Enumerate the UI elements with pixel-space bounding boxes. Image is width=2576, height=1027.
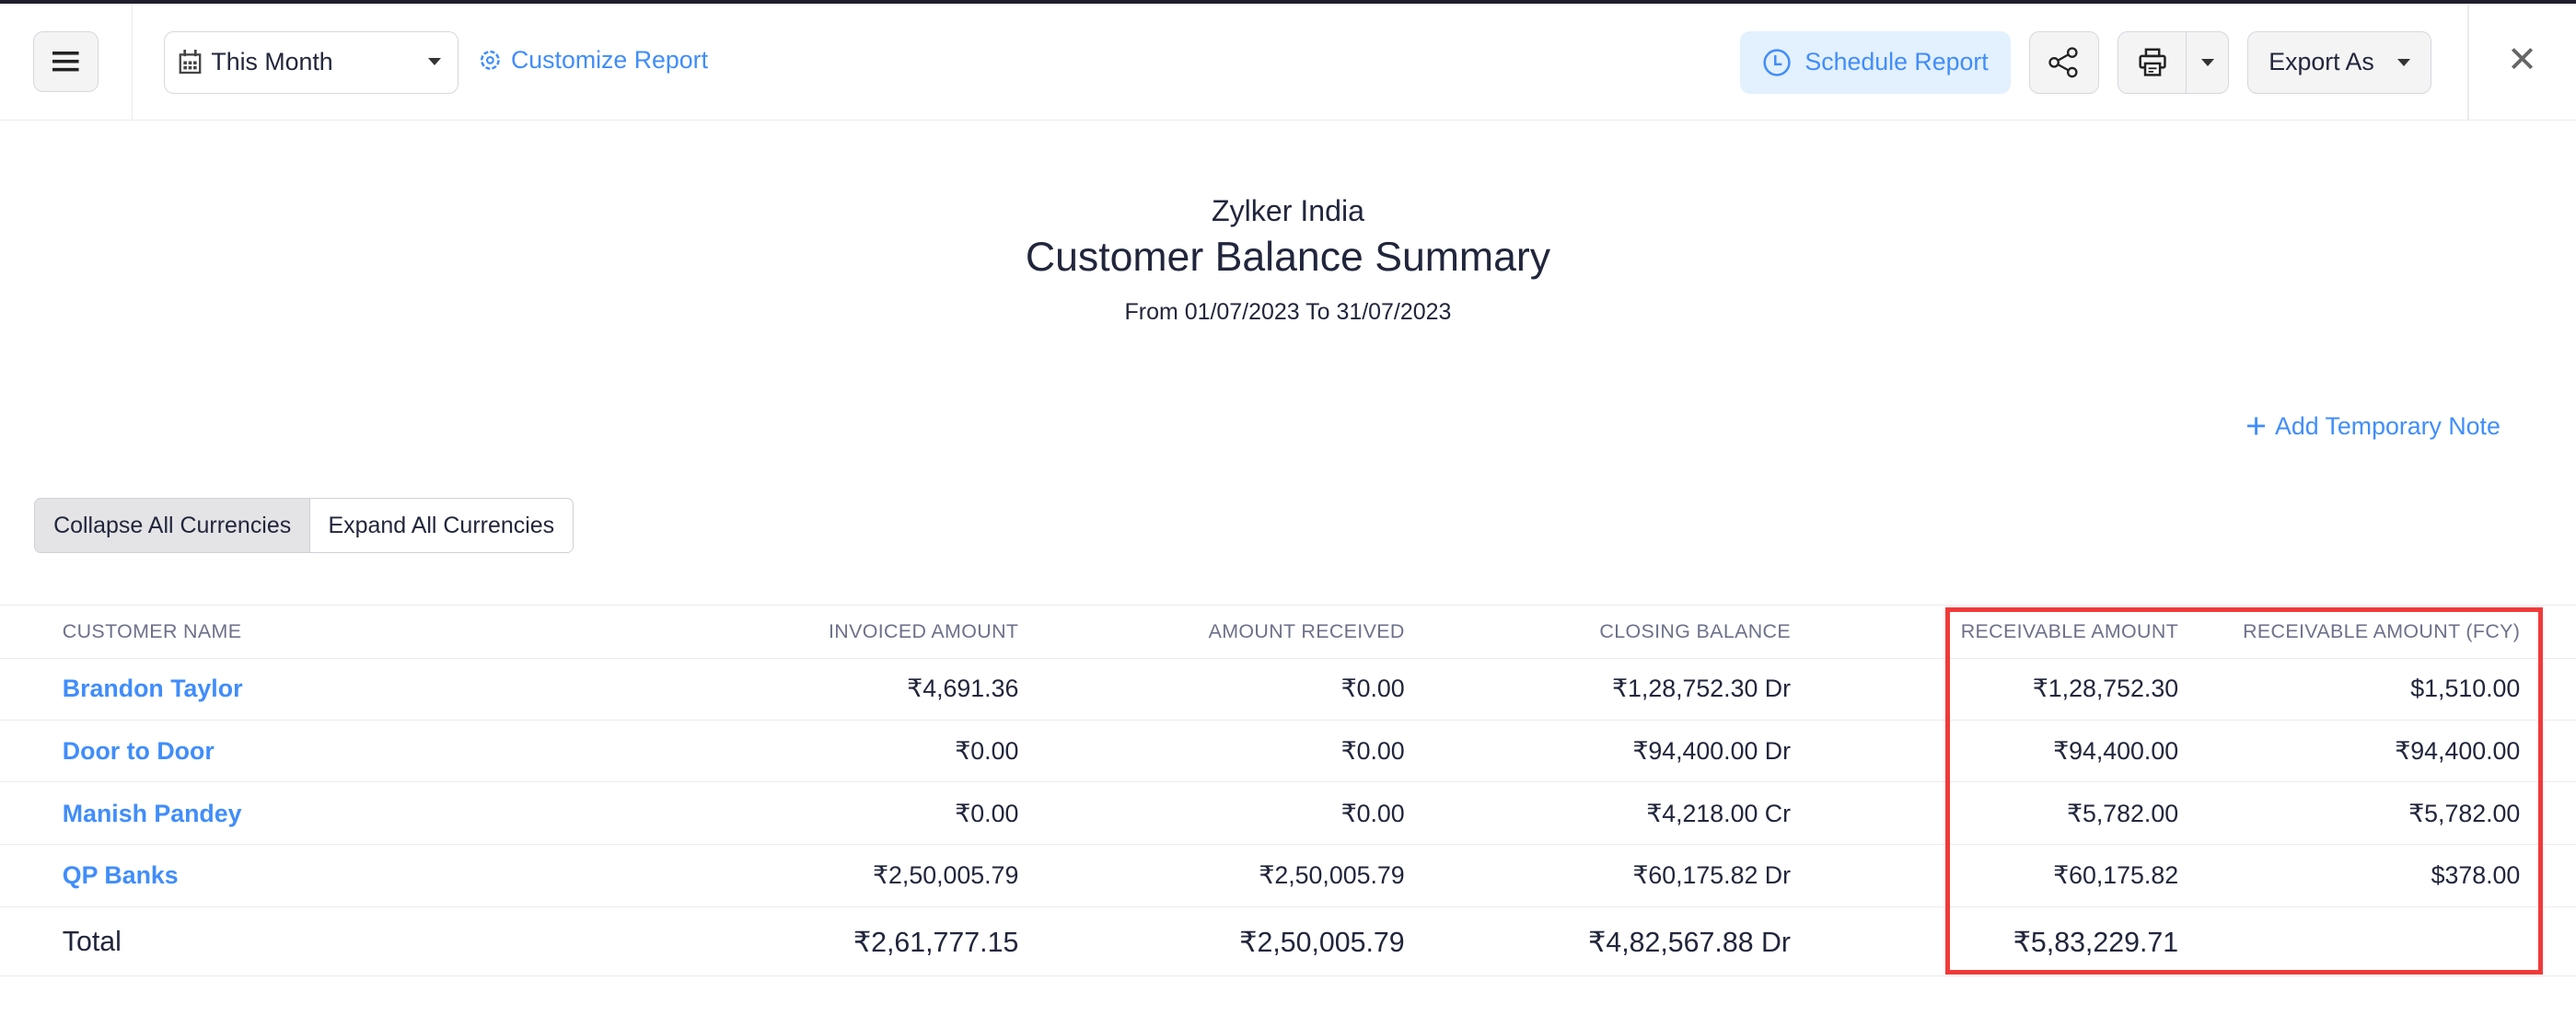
customize-report-label: Customize Report bbox=[510, 45, 709, 74]
receivable-amount: ₹60,175.82 bbox=[2053, 861, 2179, 890]
customer-name-link[interactable]: QP Banks bbox=[62, 861, 179, 890]
table-row: Manish Pandey ₹0.00 ₹0.00 ₹4,218.00 Cr ₹5,78… bbox=[0, 783, 2576, 846]
table-row: Door to Door ₹0.00 ₹0.00 ₹94,400.00 Dr ₹94,4… bbox=[0, 721, 2576, 783]
invoiced-amount: ₹4,691.36 bbox=[907, 675, 1019, 703]
close-icon[interactable]: ✕ bbox=[2506, 40, 2537, 81]
customer-name-link[interactable]: Brandon Taylor bbox=[62, 675, 243, 703]
add-temporary-note-link[interactable]: + Add Temporary Note bbox=[2245, 406, 2501, 447]
column-header[interactable]: RECEIVABLE AMOUNT (FCY) bbox=[2243, 619, 2521, 642]
customer-name-link[interactable]: Door to Door bbox=[62, 736, 215, 765]
top-border bbox=[0, 0, 2576, 4]
invoiced-amount: ₹0.00 bbox=[955, 736, 1019, 765]
chevron-down-icon bbox=[2396, 58, 2410, 67]
invoiced-amount: ₹0.00 bbox=[955, 799, 1019, 827]
table-header: CUSTOMER NAME INVOICED AMOUNT AMOUNT REC… bbox=[0, 604, 2576, 659]
chevron-down-icon bbox=[428, 58, 441, 67]
date-range-dropdown[interactable]: This Month bbox=[164, 30, 458, 94]
currency-toggle: Collapse All Currencies Expand All Curre… bbox=[34, 497, 574, 554]
organization-name: Zylker India bbox=[1211, 193, 1364, 227]
total-received: ₹2,50,005.79 bbox=[1239, 927, 1405, 958]
amount-received: ₹0.00 bbox=[1340, 799, 1405, 827]
collapse-all-currencies-button[interactable]: Collapse All Currencies bbox=[34, 497, 310, 554]
total-row: Total ₹2,61,777.15 ₹2,50,005.79 ₹4,82,56… bbox=[0, 910, 2576, 976]
chevron-down-icon bbox=[2200, 58, 2214, 67]
gear-icon bbox=[481, 50, 501, 70]
print-options-dropdown[interactable] bbox=[2187, 58, 2228, 67]
toolbar: This Month Customize Report Schedule Rep… bbox=[0, 3, 2576, 121]
receivable-amount: ₹5,782.00 bbox=[2066, 799, 2179, 827]
closing-balance: ₹4,218.00 Cr bbox=[1646, 799, 1791, 827]
report-title: Customer Balance Summary bbox=[1025, 235, 1551, 281]
hamburger-icon bbox=[52, 52, 79, 72]
schedule-report-label: Schedule Report bbox=[1804, 48, 1989, 76]
customer-name-link[interactable]: Manish Pandey bbox=[62, 799, 242, 827]
receivable-amount-fcy: $378.00 bbox=[2431, 861, 2521, 890]
closing-balance: ₹1,28,752.30 Dr bbox=[1612, 675, 1791, 703]
share-button[interactable] bbox=[2028, 30, 2100, 94]
table-row: Brandon Taylor ₹4,691.36 ₹0.00 ₹1,28,752.30… bbox=[0, 659, 2576, 721]
calendar-icon bbox=[179, 50, 202, 75]
print-button[interactable] bbox=[2118, 31, 2187, 93]
report-date-range: From 01/07/2023 To 31/07/2023 bbox=[1124, 298, 1452, 325]
expand-all-currencies-button[interactable]: Expand All Currencies bbox=[309, 497, 574, 554]
plus-icon: + bbox=[2245, 406, 2268, 447]
toolbar-left-cell bbox=[0, 3, 133, 121]
export-as-dropdown[interactable]: Export As bbox=[2247, 30, 2431, 94]
invoiced-amount: ₹2,50,005.79 bbox=[872, 861, 1019, 890]
clock-icon bbox=[1763, 49, 1791, 76]
menu-button[interactable] bbox=[32, 30, 99, 92]
receivable-amount-fcy: ₹94,400.00 bbox=[2395, 736, 2521, 765]
highlight-box bbox=[1944, 607, 2543, 975]
export-as-label: Export As bbox=[2269, 48, 2374, 76]
print-button-group bbox=[2118, 30, 2230, 94]
receivable-amount: ₹1,28,752.30 bbox=[2032, 675, 2179, 703]
amount-received: ₹2,50,005.79 bbox=[1259, 861, 1405, 890]
column-header[interactable]: RECEIVABLE AMOUNT bbox=[1960, 619, 2179, 642]
receivable-amount-fcy: $1,510.00 bbox=[2410, 675, 2521, 703]
amount-received: ₹0.00 bbox=[1340, 736, 1405, 765]
total-invoiced: ₹2,61,777.15 bbox=[853, 927, 1019, 958]
total-receivable: ₹5,83,229.71 bbox=[2013, 927, 2179, 958]
toolbar-divider bbox=[2467, 3, 2469, 121]
closing-balance: ₹60,175.82 Dr bbox=[1632, 861, 1791, 890]
receivable-amount: ₹94,400.00 bbox=[2053, 736, 2179, 765]
column-header[interactable]: AMOUNT RECEIVED bbox=[1208, 619, 1405, 642]
date-range-value: This Month bbox=[211, 48, 333, 76]
schedule-report-button[interactable]: Schedule Report bbox=[1739, 30, 2012, 94]
closing-balance: ₹94,400.00 Dr bbox=[1632, 736, 1791, 765]
total-closing: ₹4,82,567.88 Dr bbox=[1588, 927, 1791, 958]
add-note-label: Add Temporary Note bbox=[2275, 411, 2501, 440]
customize-report-link[interactable]: Customize Report bbox=[478, 46, 708, 75]
column-header[interactable]: CLOSING BALANCE bbox=[1599, 619, 1791, 642]
share-icon bbox=[2048, 47, 2078, 78]
amount-received: ₹0.00 bbox=[1340, 675, 1405, 703]
total-label: Total bbox=[62, 927, 122, 958]
printer-icon bbox=[2139, 48, 2166, 76]
column-header[interactable]: CUSTOMER NAME bbox=[62, 619, 242, 642]
receivable-amount-fcy: ₹5,782.00 bbox=[2408, 799, 2521, 827]
column-header[interactable]: INVOICED AMOUNT bbox=[828, 619, 1019, 642]
table-row: QP Banks ₹2,50,005.79 ₹2,50,005.79 ₹60,175.… bbox=[0, 846, 2576, 907]
